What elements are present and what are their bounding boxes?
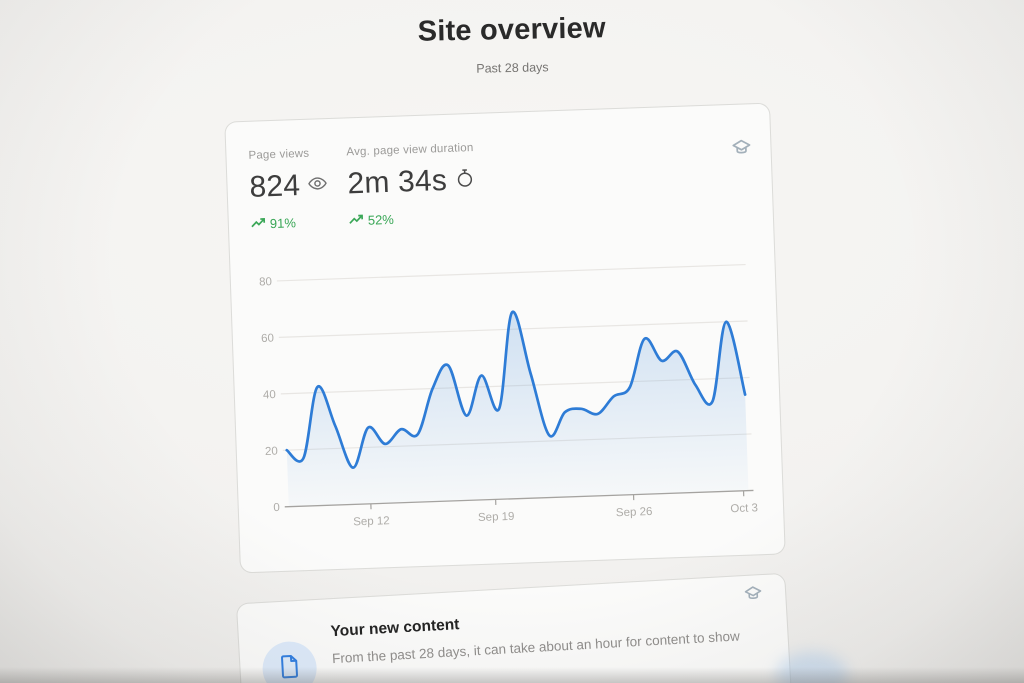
svg-text:0: 0 — [273, 502, 280, 514]
svg-text:Sep 12: Sep 12 — [353, 515, 390, 528]
stopwatch-icon — [454, 166, 476, 194]
metric-label: Page views — [248, 147, 310, 162]
content-icon-circle — [261, 640, 319, 683]
document-icon — [277, 652, 303, 683]
svg-text:Sep 19: Sep 19 — [478, 511, 515, 524]
delta-value: 52% — [367, 211, 395, 228]
metric-page-views: Page views 824 — [248, 147, 329, 233]
site-overview-card: Page views 824 — [224, 102, 786, 574]
trending-up-icon — [349, 212, 365, 230]
metric-delta: 52% — [349, 208, 477, 229]
svg-text:20: 20 — [265, 446, 278, 458]
svg-text:40: 40 — [263, 389, 276, 401]
new-content-card: Your new content From the past 28 days, … — [235, 572, 795, 683]
graduation-cap-icon[interactable] — [741, 581, 768, 608]
svg-text:80: 80 — [259, 276, 272, 288]
content-card-title: Your new content — [330, 616, 460, 641]
page-title: Site overview — [417, 12, 606, 48]
svg-text:Sep 26: Sep 26 — [616, 506, 653, 519]
metric-avg-duration: Avg. page view duration 2m 34s — [346, 142, 476, 229]
blurred-reflection — [776, 652, 848, 683]
metric-value: 2m 34s — [346, 163, 448, 201]
trending-up-icon — [251, 215, 267, 233]
date-range-label: Past 28 days — [476, 60, 549, 76]
page-views-chart[interactable]: 0 20 40 60 80 Sep 12 Sep 19 Sep 26 Oct 3 — [240, 250, 774, 552]
metric-value: 824 — [249, 169, 301, 204]
eye-icon — [307, 173, 328, 199]
page-header: Site overview Past 28 days — [0, 4, 1024, 85]
delta-value: 91% — [269, 215, 297, 232]
svg-text:Oct 3: Oct 3 — [730, 502, 758, 515]
svg-text:60: 60 — [261, 333, 274, 345]
metric-delta: 91% — [251, 213, 329, 233]
graduation-cap-icon[interactable] — [728, 134, 755, 161]
metric-label: Avg. page view duration — [346, 141, 474, 159]
